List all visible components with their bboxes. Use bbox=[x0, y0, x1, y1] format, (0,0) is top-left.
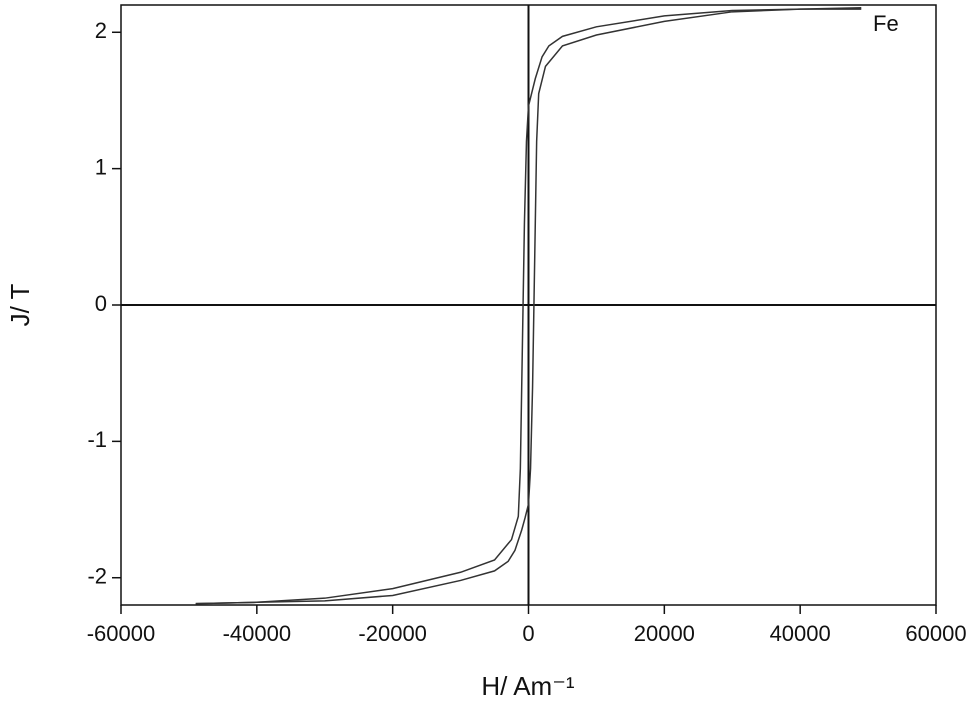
x-tick-label: 40000 bbox=[770, 621, 831, 646]
y-tick-label: 0 bbox=[95, 291, 107, 316]
y-tick-label: 2 bbox=[95, 18, 107, 43]
x-tick-label: 0 bbox=[522, 621, 534, 646]
x-tick-label: -20000 bbox=[358, 621, 427, 646]
loop-branch bbox=[195, 6, 862, 605]
x-tick-label: 20000 bbox=[634, 621, 695, 646]
x-tick-label: -60000 bbox=[87, 621, 156, 646]
x-tick-label: 60000 bbox=[905, 621, 966, 646]
annotation: Fe bbox=[873, 11, 899, 36]
x-tick-label: -40000 bbox=[223, 621, 292, 646]
y-axis-title: J/ T bbox=[5, 283, 35, 326]
y-tick-label: -1 bbox=[87, 427, 107, 452]
x-axis-title: H/ Am⁻¹ bbox=[481, 671, 575, 701]
y-tick-label: 1 bbox=[95, 154, 107, 179]
y-tick-label: -2 bbox=[87, 564, 107, 589]
loop-branch bbox=[195, 8, 862, 605]
